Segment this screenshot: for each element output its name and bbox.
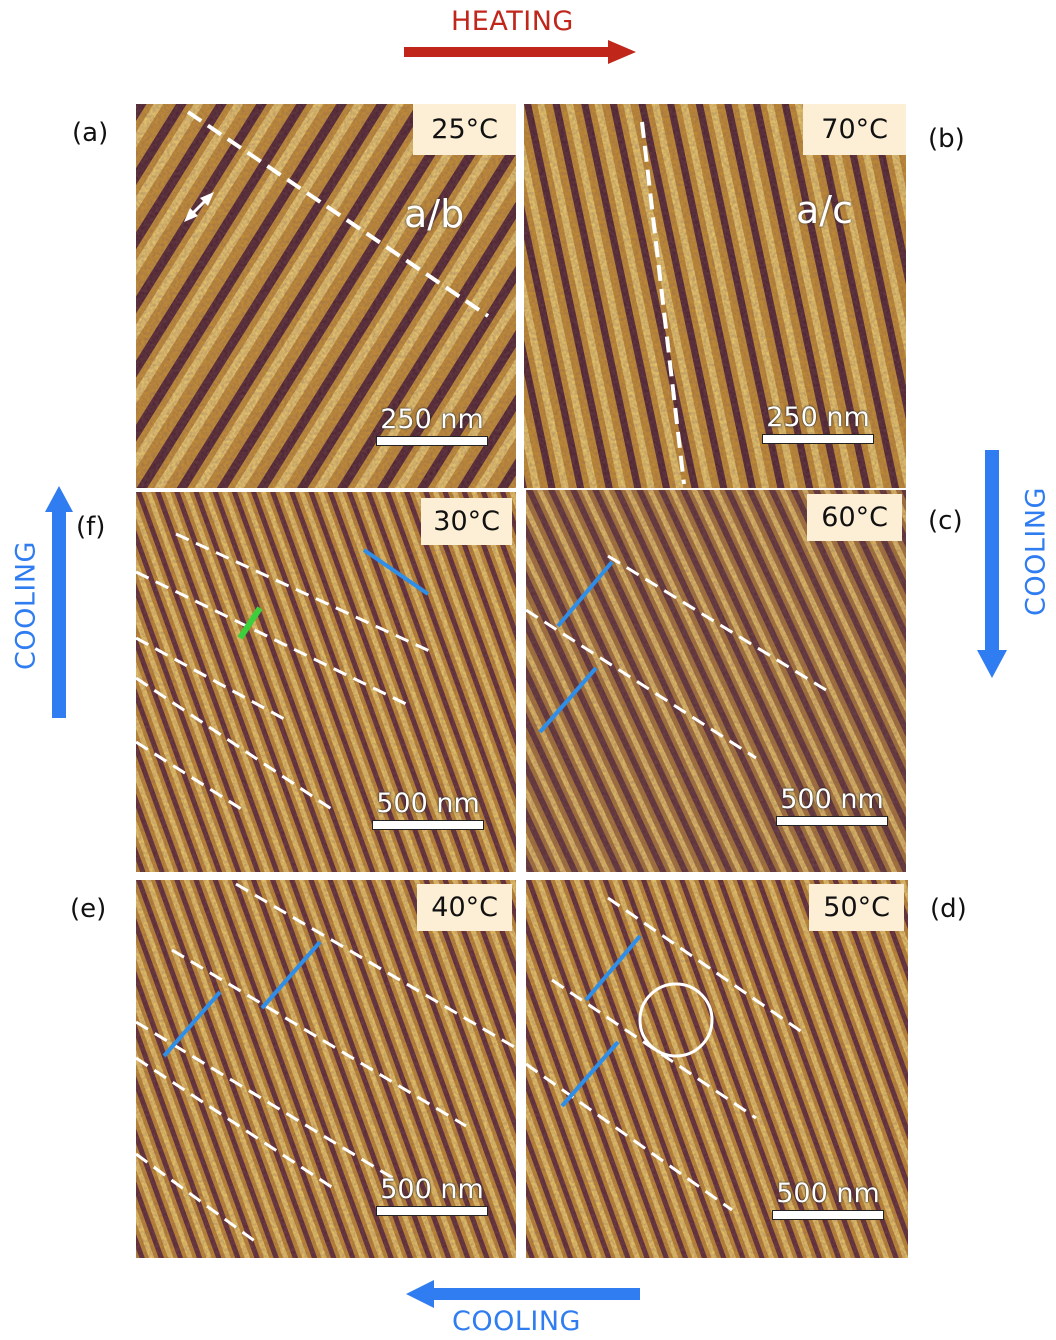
panel-letter-d: (d) [930, 894, 967, 924]
temperature-label: 25°C [413, 104, 516, 155]
panel-letter-b: (b) [928, 124, 965, 154]
circle-marker-icon [638, 982, 714, 1058]
temperature-label: 30°C [421, 498, 512, 545]
afm-panel-c: 60°C 500 nm [526, 490, 906, 872]
afm-panel-e: 40°C 500 nm [136, 880, 516, 1258]
green-double-arrow-icon [237, 606, 263, 640]
afm-panel-d: 50°C 500 nm [526, 880, 908, 1258]
blue-double-arrow-icon [362, 548, 430, 596]
panel-letter-a: (a) [72, 118, 109, 148]
scale-bar-d: 500 nm [772, 1180, 884, 1220]
blue-double-arrow-icon [162, 940, 322, 1058]
scale-bar-line [772, 1210, 884, 1220]
heating-label: HEATING [451, 6, 574, 37]
cooling-right-label: COOLING [1020, 487, 1052, 616]
blue-double-arrow-icon [538, 560, 614, 734]
blue-double-arrow-icon [560, 934, 642, 1108]
dashed-domain-line [640, 121, 686, 485]
scale-bar-line [376, 1206, 488, 1216]
scale-bar-label: 250 nm [766, 402, 870, 433]
cooling-up-arrow-icon [45, 486, 73, 718]
heating-arrow-icon [404, 40, 636, 64]
cooling-left-arrow-icon [406, 1280, 640, 1308]
scale-bar-e: 500 nm [376, 1176, 488, 1216]
domain-label-ac: a/c [796, 188, 853, 232]
afm-panel-a: 25°C a/b 250 nm [136, 104, 516, 488]
dashed-domain-lines [136, 532, 437, 814]
scale-bar-line [376, 436, 488, 446]
panel-letter-e: (e) [70, 894, 107, 924]
afm-panel-b: 70°C a/c 250 nm [524, 104, 906, 488]
dashed-domain-line [186, 110, 490, 318]
panel-letter-c: (c) [928, 506, 963, 536]
cooling-bottom-label: COOLING [452, 1306, 581, 1337]
domain-label-ab: a/b [404, 192, 465, 236]
scale-bar-line [762, 434, 874, 444]
scale-bar-c: 500 nm [776, 786, 888, 826]
scale-bar-label: 500 nm [776, 1178, 880, 1209]
scale-bar-label: 500 nm [380, 1174, 484, 1205]
dashed-domain-lines [526, 554, 827, 760]
scale-bar-line [372, 820, 484, 830]
panel-letter-f: (f) [76, 512, 106, 542]
white-double-arrow-icon [184, 192, 214, 222]
scale-bar-f: 500 nm [372, 790, 484, 830]
temperature-label: 50°C [809, 884, 904, 931]
scale-bar-b: 250 nm [762, 404, 874, 444]
scale-bar-line [776, 816, 888, 826]
scale-bar-label: 500 nm [376, 788, 480, 819]
temperature-label: 60°C [807, 494, 902, 541]
temperature-label: 40°C [417, 884, 512, 931]
scale-bar-label: 500 nm [780, 784, 884, 815]
temperature-label: 70°C [803, 104, 906, 155]
scale-bar-label: 250 nm [380, 404, 484, 435]
afm-panel-f: 30°C 500 nm [136, 492, 516, 872]
cooling-left-label: COOLING [10, 541, 42, 670]
dashed-domain-lines [136, 882, 516, 1244]
scale-bar-a: 250 nm [376, 406, 488, 446]
cooling-down-arrow-icon [977, 450, 1007, 678]
